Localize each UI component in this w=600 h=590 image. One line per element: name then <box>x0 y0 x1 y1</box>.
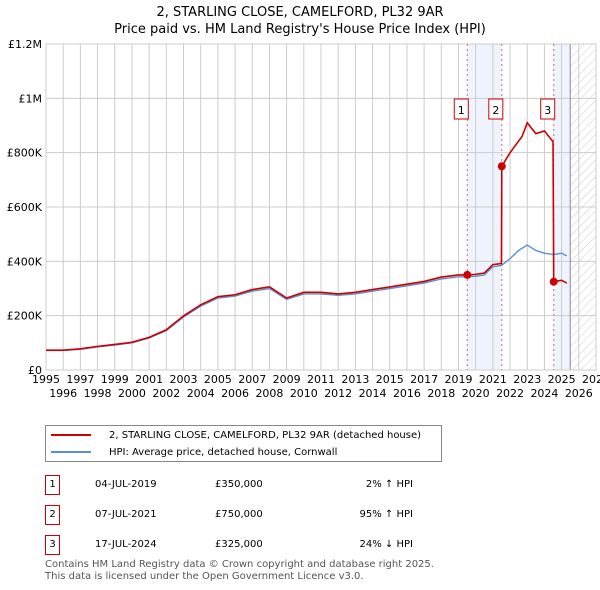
plot-border <box>45 43 597 371</box>
transaction-row: 3 17-JUL-2024 £325,000 24% ↓ HPI <box>45 535 445 555</box>
y-tick-label: £200K <box>7 310 43 323</box>
legend-label: HPI: Average price, detached house, Corn… <box>109 446 338 458</box>
price: £750,000 <box>215 509 263 520</box>
x-tick-label: 2009 <box>273 373 301 386</box>
sale-label: 2 <box>492 104 499 117</box>
x-tick-label: 2014 <box>359 387 387 400</box>
x-tick-label: 2027 <box>582 373 600 386</box>
marker-badge: 2 <box>45 505 60 525</box>
y-tick-label: £800K <box>7 147 43 160</box>
transaction-row: 2 07-JUL-2021 £750,000 95% ↑ HPI <box>45 505 445 525</box>
x-tick-label: 2001 <box>135 373 163 386</box>
hpi-diff: 24% ↓ HPI <box>359 539 413 550</box>
date: 04-JUL-2019 <box>95 479 157 490</box>
x-tick-label: 2025 <box>548 373 576 386</box>
y-tick-label: £1M <box>19 92 43 105</box>
x-tick-label: 1995 <box>32 373 60 386</box>
legend-label: 2, STARLING CLOSE, CAMELFORD, PL32 9AR (… <box>109 429 422 441</box>
x-tick-label: 2003 <box>170 373 198 386</box>
x-tick-label: 2020 <box>462 387 490 400</box>
x-tick-label: 2022 <box>496 387 524 400</box>
x-tick-label: 1997 <box>66 373 94 386</box>
legend-swatch-blue <box>51 451 91 453</box>
x-tick-label: 2013 <box>341 373 369 386</box>
chart-title: 2, STARLING CLOSE, CAMELFORD, PL32 9AR P… <box>0 4 600 38</box>
y-tick-label: £400K <box>7 255 43 268</box>
x-tick-label: 2000 <box>118 387 146 400</box>
transaction-row: 1 04-JUL-2019 £350,000 2% ↑ HPI <box>45 475 445 495</box>
hpi-diff: 95% ↑ HPI <box>359 509 413 520</box>
sale-point <box>463 270 472 279</box>
title-line: 2, STARLING CLOSE, CAMELFORD, PL32 9AR <box>156 5 444 20</box>
sale-label: 3 <box>544 104 551 117</box>
sale-label-box <box>488 98 504 120</box>
legend-item-property: 2, STARLING CLOSE, CAMELFORD, PL32 9AR (… <box>46 427 421 443</box>
sale-point <box>497 162 506 171</box>
price-chart: 1995199619971998199920002001200220032004… <box>7 38 600 400</box>
x-tick-label: 2011 <box>307 373 335 386</box>
x-tick-label: 2023 <box>513 373 541 386</box>
x-tick-label: 2024 <box>530 387 558 400</box>
x-tick-label: 2017 <box>410 373 438 386</box>
legend-swatch-red <box>51 434 91 436</box>
date: 17-JUL-2024 <box>95 539 157 550</box>
x-tick-label: 2007 <box>238 373 266 386</box>
x-tick-label: 2021 <box>479 373 507 386</box>
y-tick-label: £1.2M <box>8 38 42 51</box>
subtitle-line: Price paid vs. HM Land Registry's House … <box>114 22 486 37</box>
footer: Contains HM Land Registry data © Crown c… <box>45 559 434 583</box>
price: £325,000 <box>215 539 263 550</box>
x-tick-label: 2005 <box>204 373 232 386</box>
x-tick-label: 2018 <box>427 387 455 400</box>
hpi-diff: 2% ↑ HPI <box>365 479 413 490</box>
x-tick-label: 2006 <box>221 387 249 400</box>
x-tick-label: 1999 <box>101 373 129 386</box>
footer-line: This data is licensed under the Open Gov… <box>45 571 364 582</box>
legend: 2, STARLING CLOSE, CAMELFORD, PL32 9AR (… <box>45 425 442 462</box>
y-tick-label: £600K <box>7 201 43 214</box>
sale-label: 1 <box>458 104 465 117</box>
x-tick-label: 2004 <box>187 387 215 400</box>
marker-badge: 1 <box>45 475 60 495</box>
x-tick-label: 2010 <box>290 387 318 400</box>
price: £350,000 <box>215 479 263 490</box>
sale-label-box <box>540 98 556 120</box>
x-tick-label: 2016 <box>393 387 421 400</box>
x-tick-label: 2012 <box>324 387 352 400</box>
marker-badge: 3 <box>45 535 60 555</box>
sale-point <box>549 277 558 286</box>
y-tick-label: £0 <box>28 364 42 377</box>
footer-line: Contains HM Land Registry data © Crown c… <box>45 559 434 570</box>
sale-label-box <box>453 98 469 120</box>
x-tick-label: 1998 <box>84 387 112 400</box>
legend-item-hpi: HPI: Average price, detached house, Corn… <box>46 444 337 460</box>
x-tick-label: 2019 <box>445 373 473 386</box>
x-tick-label: 2026 <box>565 387 593 400</box>
x-tick-label: 2015 <box>376 373 404 386</box>
x-tick-label: 2008 <box>255 387 283 400</box>
date: 07-JUL-2021 <box>95 509 157 520</box>
x-tick-label: 1996 <box>49 387 77 400</box>
property-price-line <box>46 121 568 351</box>
x-tick-label: 2002 <box>152 387 180 400</box>
